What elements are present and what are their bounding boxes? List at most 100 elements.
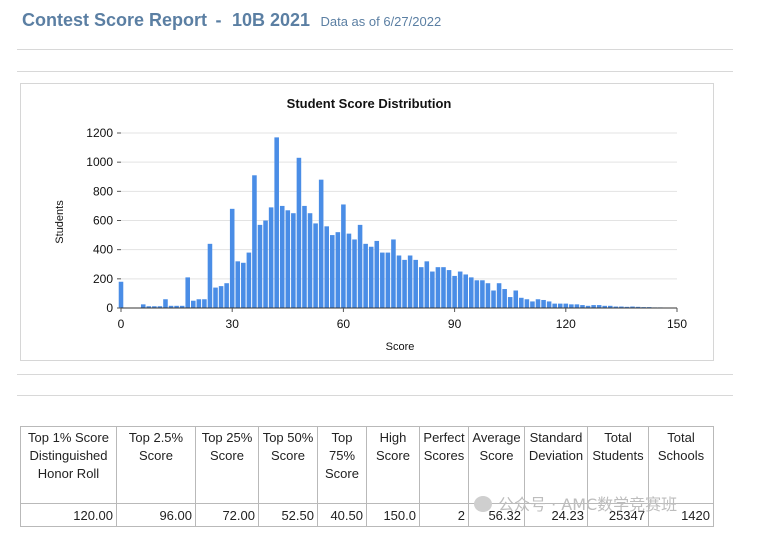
histogram-bar: [391, 239, 396, 308]
histogram-bar: [519, 297, 524, 308]
histogram-bar: [557, 303, 563, 308]
histogram-bar: [185, 277, 190, 308]
histogram-bar: [346, 233, 352, 308]
grid-lines: [121, 132, 677, 280]
histogram-bar: [396, 255, 402, 308]
histogram-bar: [596, 305, 602, 308]
score-distribution-chart: 0 200 400 600 800 1000 1200 0 30 60 90 120 150 Stude…: [20, 83, 714, 361]
value-total-schools: 1420: [648, 503, 714, 527]
header-top2-5: Top 2.5% Score: [116, 426, 196, 504]
histogram-bar: [452, 275, 457, 308]
header-high-score: High Score: [366, 426, 420, 504]
histogram-bar: [307, 213, 313, 308]
contest-name: 10B 2021: [231, 10, 311, 30]
histogram-bar: [407, 255, 413, 308]
histogram-bar: [213, 287, 218, 308]
watermark: 公众号 · AMC数学竞赛班: [474, 491, 677, 515]
report-header: Contest Score Report - 10B 2021 Data as …: [22, 10, 441, 31]
histogram-bar: [446, 270, 452, 308]
score-stats-table: Top 1% Score Distinguished Honor Roll To…: [20, 426, 714, 527]
x-tick-label: 30: [226, 317, 240, 331]
histogram-bar: [263, 220, 268, 308]
x-tick-label: 60: [337, 317, 351, 331]
y-tick-label: 1000: [86, 155, 113, 169]
header-top1: Top 1% Score Distinguished Honor Roll: [20, 426, 117, 504]
histogram-bar: [374, 240, 380, 308]
histogram-bar: [613, 306, 619, 308]
x-tick-label: 150: [667, 317, 687, 331]
watermark-text: 公众号 · AMC数学竞赛班: [498, 495, 678, 514]
histogram-bar: [496, 283, 502, 308]
bars: [118, 137, 669, 308]
histogram-bar: [174, 305, 179, 308]
header-std-dev: Standard Deviation: [524, 426, 588, 504]
histogram-bar: [541, 299, 546, 308]
histogram-bar: [324, 226, 329, 308]
histogram-bar: [202, 299, 207, 308]
wechat-logo-icon: [474, 496, 492, 512]
histogram-bar: [530, 301, 535, 308]
histogram-bar: [313, 223, 318, 308]
histogram-bar: [630, 306, 635, 308]
histogram-bar: [535, 299, 541, 308]
histogram-bar: [179, 305, 185, 308]
histogram-bar: [252, 175, 257, 308]
divider: [17, 395, 733, 396]
histogram-bar: [268, 207, 274, 308]
histogram-bar: [274, 137, 279, 308]
histogram-bar: [574, 304, 580, 308]
histogram-bar: [546, 301, 552, 308]
histogram-bar: [480, 280, 485, 308]
histogram-bar: [291, 213, 296, 308]
y-axis-label: Students: [54, 200, 66, 244]
histogram-bar: [385, 252, 391, 308]
histogram-bar: [224, 283, 229, 308]
y-tick-label: 400: [93, 243, 113, 257]
divider: [17, 49, 733, 50]
histogram-bar: [152, 306, 157, 308]
value-top1: 120.00: [20, 503, 117, 527]
histogram-bar: [602, 305, 607, 308]
histogram-bar: [524, 299, 530, 308]
histogram-bar: [157, 306, 163, 308]
histogram-bar: [463, 274, 468, 308]
histogram-bar: [168, 305, 174, 308]
report-title: Contest Score Report: [22, 10, 208, 30]
histogram-bar: [513, 290, 519, 308]
data-as-of: Data as of 6/27/2022: [320, 14, 442, 29]
histogram-bar: [146, 306, 152, 308]
histogram-bar: [352, 239, 357, 308]
histogram-bar: [469, 277, 474, 308]
histogram-bar: [502, 289, 507, 308]
histogram-bar: [424, 261, 430, 308]
histogram-bar: [441, 267, 446, 308]
axes: 0 200 400 600 800 1000 1200 0 30 60 90 120 150: [86, 126, 687, 331]
histogram-bar: [218, 286, 224, 308]
histogram-bar: [585, 305, 591, 308]
histogram-bar: [285, 210, 291, 308]
value-top25: 72.00: [195, 503, 259, 527]
value-total-students: 25347: [587, 503, 649, 527]
histogram-bar: [357, 224, 363, 308]
histogram-bar: [413, 259, 418, 308]
histogram-bar: [435, 267, 441, 308]
header-top25: Top 25% Score: [195, 426, 259, 504]
histogram-bar: [368, 246, 374, 308]
histogram-bar: [335, 232, 341, 308]
value-std-dev: 24.23: [524, 503, 588, 527]
value-high-score: 150.0: [366, 503, 420, 527]
y-tick-label: 200: [93, 272, 113, 286]
histogram-bar: [302, 205, 307, 308]
histogram-bar: [624, 306, 630, 308]
histogram-bar: [363, 243, 368, 308]
histogram-bar: [279, 205, 285, 308]
histogram-bar: [380, 252, 385, 308]
histogram-bar: [563, 303, 569, 308]
y-tick-label: 800: [93, 184, 113, 198]
histogram-bar: [402, 259, 407, 308]
y-tick-label: 1200: [86, 126, 113, 140]
histogram-bar: [457, 271, 463, 308]
histogram-bar: [474, 280, 480, 308]
histogram-bar: [207, 243, 213, 308]
header-perfect-scores: Perfect Scores: [419, 426, 469, 504]
